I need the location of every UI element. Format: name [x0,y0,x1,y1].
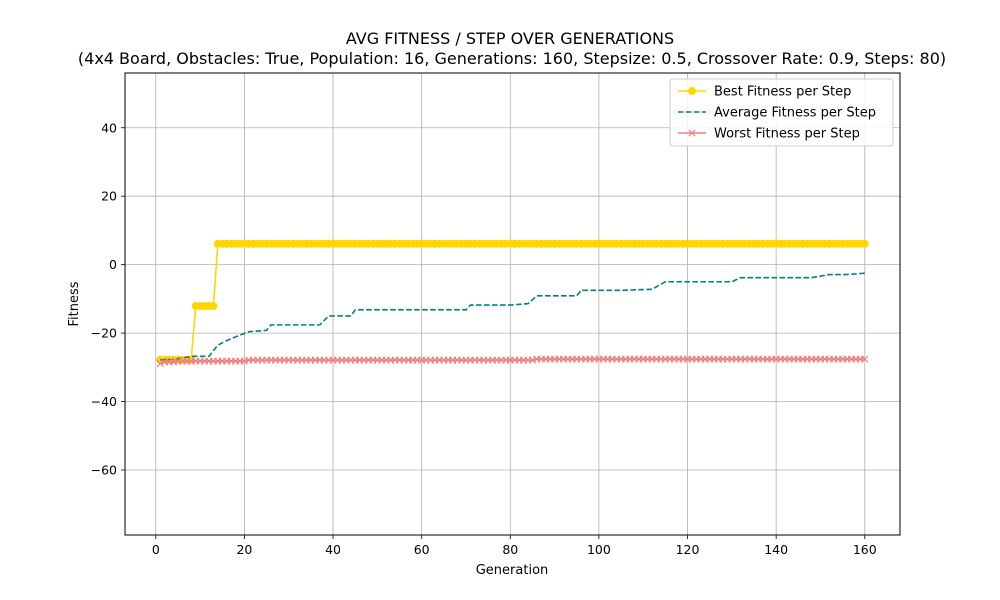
data-point [240,357,249,365]
data-point [209,302,218,311]
x-tick-label: 80 [502,542,518,557]
legend-entry-label: Worst Fitness per Step [714,127,860,142]
plot-area-frame [124,72,901,536]
x-tick-label: 120 [676,542,700,557]
x-axis-label: Generation [476,563,549,578]
y-tick-label: −60 [91,462,117,477]
x-tick-label: 0 [152,542,160,557]
axis-ticks: 0 20 40 60 80 100 120 140 160 40 20 0 −20 −40 −60 [91,120,877,557]
legend: Best Fitness per Step Average Fitness per… [669,78,894,147]
x-tick-label: 20 [236,542,252,557]
y-tick-label: 40 [101,120,117,135]
y-tick-label: −20 [91,326,117,341]
data-point [156,359,164,368]
x-tick-label: 160 [853,542,877,557]
y-axis-label: Fitness [67,281,82,326]
y-tick-label: −40 [91,394,117,409]
y-tick-label: 20 [101,189,117,204]
series-1 [156,239,869,364]
series-line [160,242,865,361]
x-tick-label: 60 [414,542,430,557]
legend-box [669,78,894,147]
series-3 [156,355,869,368]
legend-marker [688,129,696,137]
series-line [159,358,865,365]
legend-entry-label: Best Fitness per Step [714,85,851,100]
legend-entry-label: Average Fitness per Step [714,106,876,121]
chart-subtitle: (4x4 Board, Obstacles: True, Population:… [78,49,946,68]
x-tick-label: 40 [325,542,341,557]
data-point [528,356,537,364]
chart-title: AVG FITNESS / STEP OVER GENERATIONS [346,29,674,48]
x-tick-label: 100 [587,542,611,557]
y-tick-label: 0 [109,257,117,272]
data-point [860,239,869,248]
series-line [160,272,865,361]
data-point [861,355,869,363]
legend-marker [688,87,696,95]
x-tick-label: 140 [764,542,788,557]
series-layer [156,239,869,368]
series-2 [160,272,865,361]
